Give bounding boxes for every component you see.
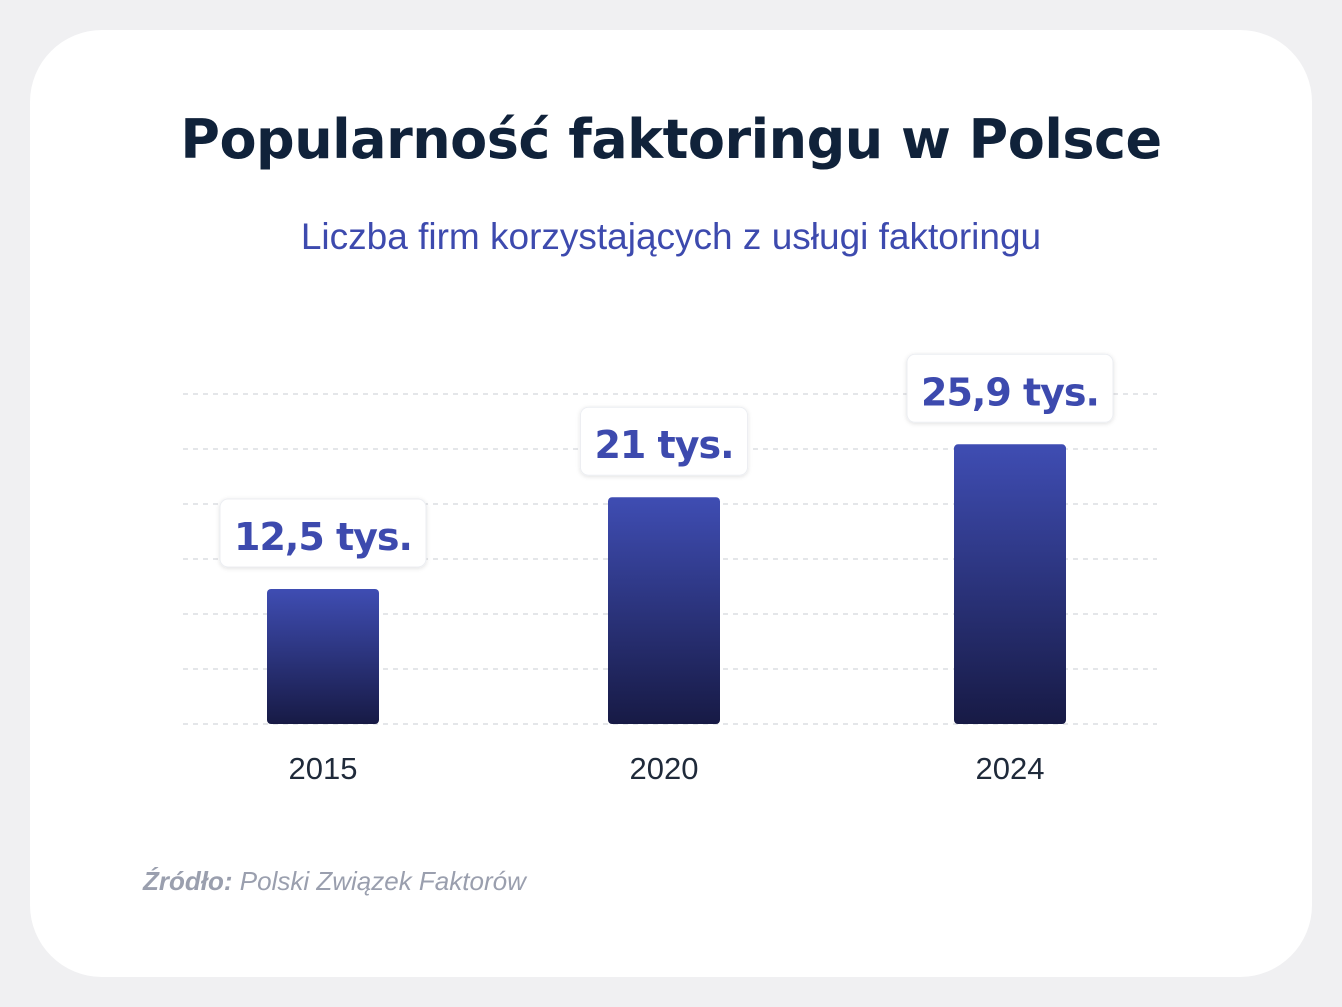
source-label: Źródło: (143, 866, 233, 896)
x-tick-label: 2024 (976, 751, 1045, 786)
data-label-text: 12,5 tys. (234, 515, 412, 559)
bar-2024 (954, 444, 1066, 724)
data-label-text: 25,9 tys. (921, 370, 1099, 414)
bars (267, 444, 1066, 724)
data-label-2024: 25,9 tys. (906, 353, 1114, 423)
chart-subtitle: Liczba firm korzystających z usługi fakt… (300, 216, 1042, 257)
data-label-box (906, 353, 1114, 423)
source-note: Źródło: Polski Związek Faktorów (143, 866, 526, 897)
data-label-box (219, 498, 427, 568)
data-label-2020: 21 tys. (579, 406, 749, 476)
x-axis-ticks: 2015 2020 2024 (289, 751, 1045, 786)
chart-title: Popularność faktoringu w Polsce (180, 108, 1162, 171)
bar-2015 (267, 589, 379, 724)
source-text: Polski Związek Faktorów (239, 866, 526, 896)
data-label-2015: 12,5 tys. (219, 498, 427, 568)
data-labels: 12,5 tys. 21 tys. 25,9 tys. (219, 353, 1114, 568)
data-label-text: 21 tys. (594, 423, 733, 467)
bar-2020 (608, 497, 720, 724)
x-tick-label: 2015 (289, 751, 358, 786)
data-label-box (579, 406, 749, 476)
x-tick-label: 2020 (630, 751, 699, 786)
